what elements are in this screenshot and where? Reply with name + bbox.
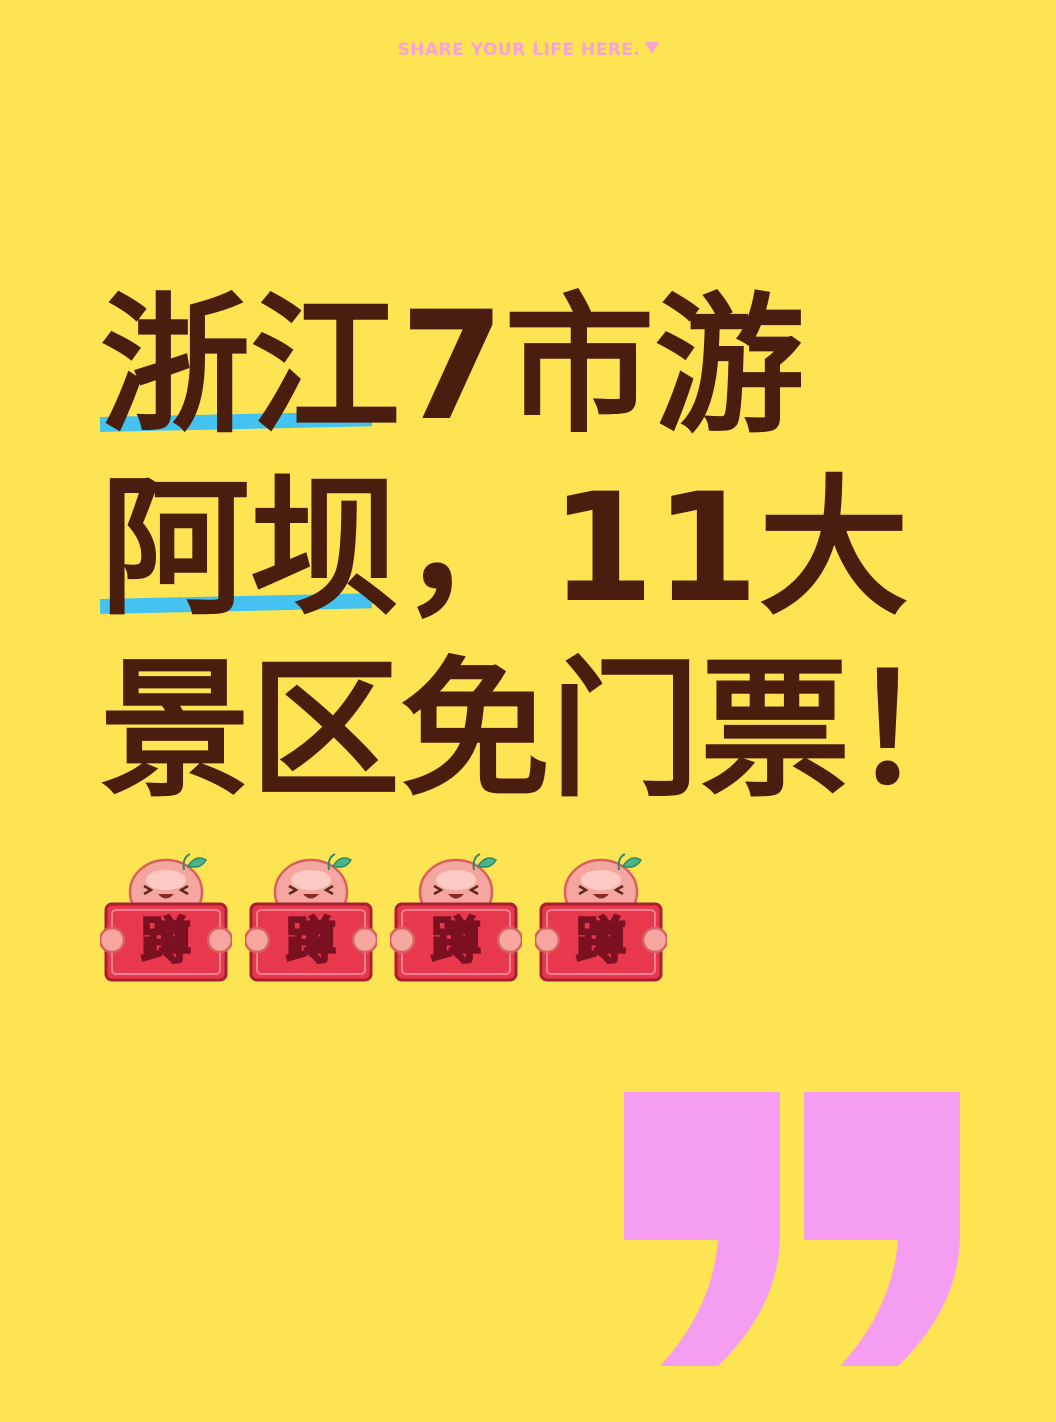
sticker-row: 蹲 蹲 [98,848,700,988]
headline: 浙江7市游 阿坝，11大 景区免门票！ [99,292,1000,838]
peach-mascot-sign-icon: 蹲 [98,848,234,984]
highlighted-word: 浙江 [99,292,400,442]
triangle-down-icon [644,42,659,54]
peach-mascot-sign-icon: 蹲 [388,848,524,984]
headline-line-3: 景区免门票！ [100,656,1000,838]
sticker-char: 蹲 [286,912,336,970]
sticker-char: 蹲 [431,912,481,970]
peach-mascot-sign-icon: 蹲 [533,848,669,984]
tagline-text: SHARE YOUR LIFE HERE. [397,40,641,60]
headline-line-1: 浙江7市游 [99,292,1000,474]
highlighted-word: 阿坝 [99,474,400,624]
headline-highlight-text: 浙江 [100,280,401,454]
headline-text: 7市游 [400,280,805,454]
headline-line-2: 阿坝，11大 [99,474,1000,656]
headline-text: ，11大 [400,462,909,636]
headline-highlight-text: 阿坝 [100,462,401,636]
sticker-char: 蹲 [576,912,626,970]
tagline: SHARE YOUR LIFE HERE. [0,40,1056,60]
peach-mascot-sign-icon: 蹲 [243,848,379,984]
headline-text: 景区免门票！ [100,644,1001,818]
sticker-char: 蹲 [141,912,191,970]
closing-quote-icon [620,1088,965,1368]
